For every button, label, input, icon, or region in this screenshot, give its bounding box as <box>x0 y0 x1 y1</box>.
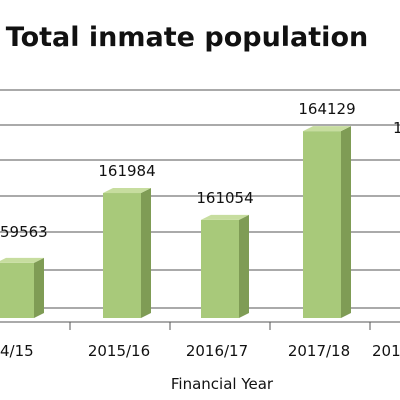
bar-side <box>34 257 44 318</box>
bar-side <box>141 188 151 318</box>
x-tick-label: 2016/17 <box>186 342 248 360</box>
bar-top <box>201 214 249 220</box>
x-axis-title: Financial Year <box>171 375 274 393</box>
bar-top <box>103 188 151 194</box>
bar <box>303 126 351 318</box>
bar-front <box>103 193 141 318</box>
bar <box>0 257 44 318</box>
value-label: 59563 <box>0 223 48 241</box>
value-labels: 59563 161984 161054 164129 1 <box>0 100 400 241</box>
x-tick-label: 2015/16 <box>88 342 150 360</box>
bar-top <box>0 257 44 263</box>
bar-side <box>239 214 249 318</box>
value-label: 1 <box>393 119 400 137</box>
value-label: 164129 <box>298 100 355 118</box>
bar-front <box>303 131 341 318</box>
bar <box>103 188 151 318</box>
bar-front <box>201 219 239 318</box>
x-tick-label: 201 <box>372 342 400 360</box>
value-label: 161984 <box>98 162 155 180</box>
x-tick-labels: 4/15 2015/16 2016/17 2017/18 201 <box>0 342 400 360</box>
gridlines <box>0 89 400 330</box>
bars <box>0 126 351 318</box>
x-tick-label: 4/15 <box>0 342 34 360</box>
bar-top <box>303 126 351 132</box>
bar-side <box>341 126 351 318</box>
x-tick-label: 2017/18 <box>288 342 350 360</box>
chart-title: Total inmate population <box>6 22 368 53</box>
value-label: 161054 <box>196 189 253 207</box>
bar-front <box>0 262 34 318</box>
bar <box>201 214 249 318</box>
